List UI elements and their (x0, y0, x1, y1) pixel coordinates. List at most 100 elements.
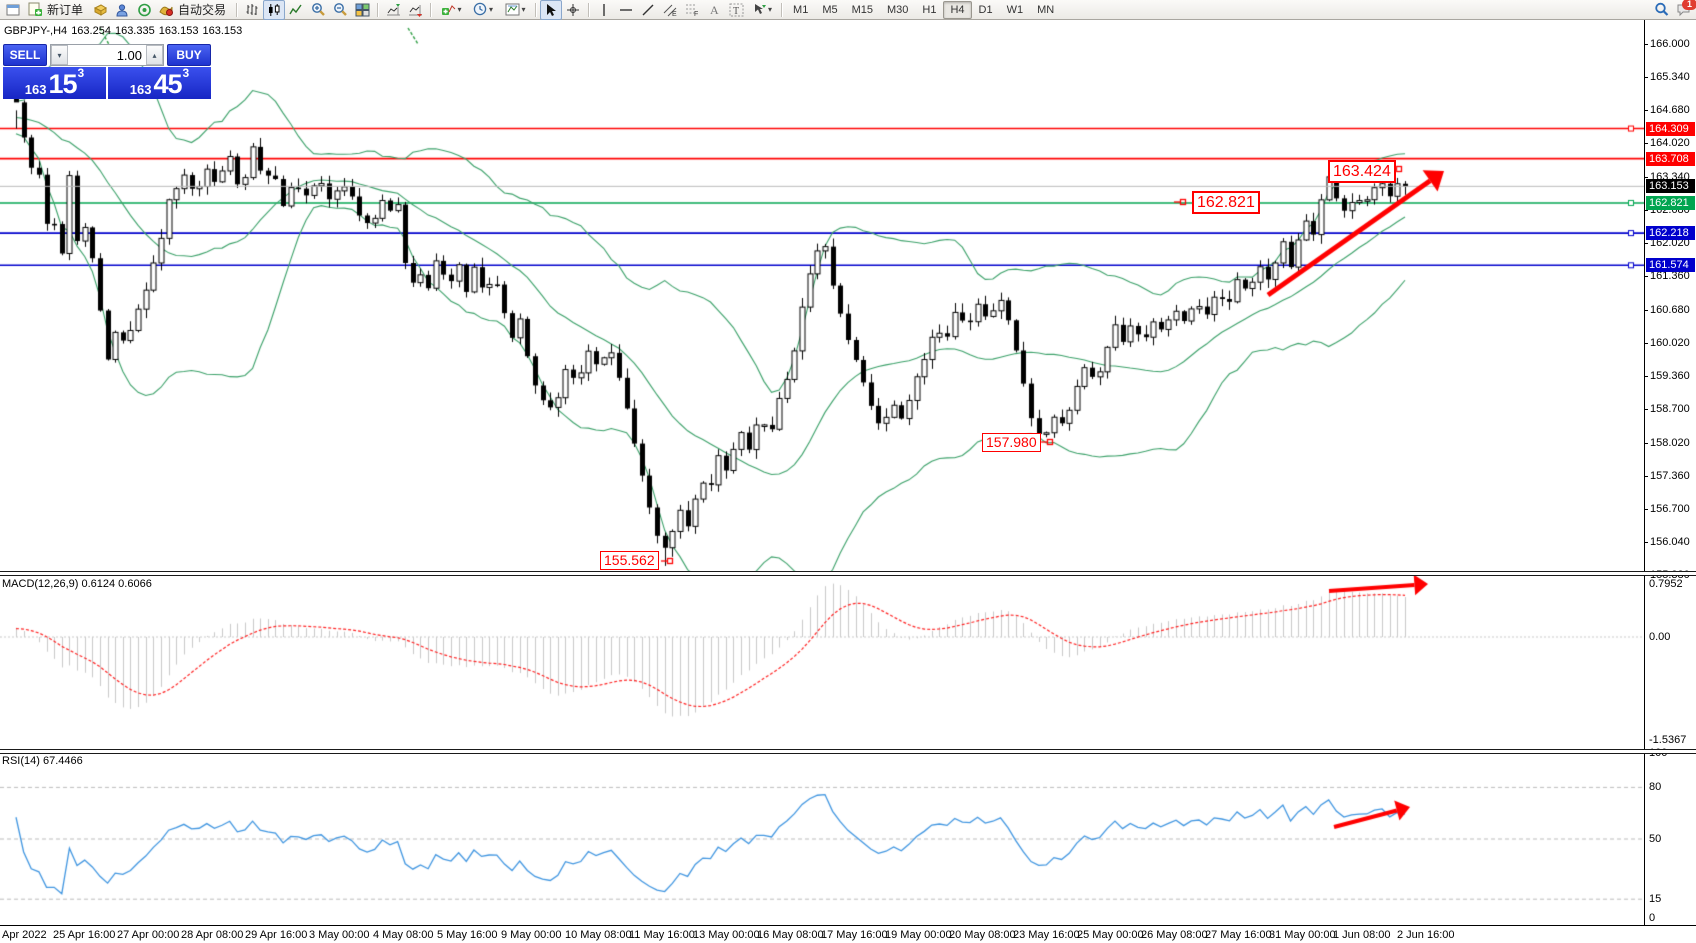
fibonacci-icon[interactable]: F (681, 0, 703, 20)
price-annotation[interactable]: 163.424 (1328, 160, 1396, 184)
macd-axis-label: 0.00 (1649, 631, 1671, 643)
buy-price-pips: 45 (153, 69, 182, 99)
buy-price-prefix: 163 (129, 82, 152, 97)
time-axis-label: 19 May 00:00 (885, 929, 952, 941)
quote-open: 163.254 (71, 25, 111, 37)
time-axis-label: 27 Apr 00:00 (117, 929, 180, 941)
sell-price-point: 3 (77, 66, 85, 80)
cursor-icon[interactable] (540, 0, 563, 20)
quote-low: 163.153 (158, 25, 199, 37)
timeframe-m1[interactable]: M1 (793, 3, 809, 16)
timeframe-m15[interactable]: M15 (851, 3, 873, 16)
chart-window-icon[interactable] (2, 0, 24, 20)
price-line-label: 162.821 (1646, 195, 1695, 210)
auto-trading-label[interactable]: 自动交易 (178, 3, 227, 17)
indicators-icon[interactable]: ▾ (435, 0, 467, 20)
candlestick-chart-icon[interactable] (263, 0, 286, 20)
trendline-icon[interactable] (637, 0, 659, 20)
time-axis-label: 5 May 16:00 (437, 929, 498, 941)
sell-price-pips: 15 (48, 69, 77, 99)
zoom-out-icon[interactable] (329, 0, 351, 20)
periods-icon[interactable]: ▾ (467, 0, 499, 20)
price-tick-label: 166.000 (1650, 38, 1690, 50)
toolbar-separator (236, 2, 238, 17)
timeframe-mn[interactable]: MN (1037, 3, 1055, 16)
timeframe-m30[interactable]: M30 (887, 3, 909, 16)
time-axis-label: 25 Apr 16:00 (53, 929, 116, 941)
volume-decrease-button[interactable]: ▾ (51, 45, 68, 65)
svg-text:F: F (694, 11, 698, 17)
time-axis-label: 20 May 08:00 (949, 929, 1016, 941)
volume-input[interactable] (68, 45, 146, 65)
sell-price-display[interactable]: 163 15 3 (3, 67, 106, 99)
rsi-axis-label: 15 (1649, 893, 1662, 906)
price-tick-label: 158.700 (1650, 403, 1690, 415)
volume-increase-button[interactable]: ▴ (146, 45, 163, 65)
new-order-label[interactable]: 新订单 (47, 3, 84, 17)
macd-label: MACD(12,26,9) 0.6124 0.6066 (2, 578, 152, 590)
horizontal-line-icon[interactable] (615, 0, 637, 20)
pane-divider-rsi[interactable] (0, 749, 1696, 754)
svg-text:A: A (710, 3, 719, 16)
price-tick-label: 164.680 (1650, 104, 1690, 116)
timeframe-d1[interactable]: D1 (978, 3, 993, 16)
client-terminal-icon[interactable] (111, 0, 133, 20)
search-icon[interactable] (1650, 0, 1672, 20)
equidistant-channel-icon[interactable]: E (659, 0, 681, 20)
gold-box-icon[interactable] (89, 0, 111, 20)
buy-price-display[interactable]: 163 45 3 (108, 67, 211, 99)
auto-scroll-icon[interactable] (404, 0, 426, 20)
chart-canvas[interactable] (0, 20, 1644, 925)
new-order-icon[interactable] (24, 0, 46, 20)
timeframe-h4[interactable]: H4 (943, 0, 972, 19)
sell-button[interactable]: SELL (3, 44, 47, 66)
time-axis-label: 28 Apr 08:00 (181, 929, 244, 941)
time-axis-label: 25 May 00:00 (1077, 929, 1144, 941)
time-axis-label: 3 May 00:00 (309, 929, 370, 941)
notification-badge: 1 (1682, 0, 1696, 10)
price-annotation[interactable]: 157.980 (982, 433, 1041, 452)
timeframe-h1[interactable]: H1 (922, 3, 937, 16)
time-axis-label: 16 May 08:00 (757, 929, 824, 941)
price-annotation[interactable]: 155.562 (600, 551, 659, 570)
price-tick-label: 161.360 (1650, 270, 1690, 282)
toolbar-separator (535, 2, 537, 17)
notifications-icon[interactable]: 1 (1672, 0, 1696, 20)
auto-trading-icon[interactable] (155, 0, 177, 20)
time-axis-label: 17 May 16:00 (821, 929, 888, 941)
buy-button[interactable]: BUY (167, 44, 211, 66)
pane-divider-macd[interactable] (0, 571, 1696, 576)
crosshair-icon[interactable] (562, 0, 584, 20)
shift-chart-icon[interactable] (382, 0, 404, 20)
rsi-label: RSI(14) 67.4466 (2, 755, 83, 767)
timeframe-w1[interactable]: W1 (1006, 3, 1024, 16)
toolbar-separator (781, 2, 783, 17)
rsi-axis-label: 0 (1649, 912, 1656, 924)
quote-close: 163.153 (202, 25, 243, 37)
macd-axis-label: -1.5367 (1649, 733, 1687, 746)
time-axis-label: 13 May 00:00 (693, 929, 760, 941)
price-line-label: 161.574 (1646, 258, 1695, 273)
chart-window: GBPJPY-,H4 163.254 163.335 163.153 163.153 S… (0, 20, 1696, 943)
vertical-line-icon[interactable] (593, 0, 615, 20)
line-chart-icon[interactable] (285, 0, 307, 20)
symbol-period: GBPJPY-,H4 (4, 25, 68, 37)
time-axis-label: Apr 2022 (2, 929, 47, 941)
tile-windows-icon[interactable] (351, 0, 373, 20)
volume-spinner: ▾ ▴ (50, 44, 164, 66)
bar-chart-icon[interactable] (241, 0, 263, 20)
macd-axis-label: 0.7952 (1649, 577, 1683, 590)
price-line-label: 163.708 (1646, 151, 1695, 166)
time-axis-label: 29 Apr 16:00 (245, 929, 308, 941)
text-icon[interactable]: A (703, 0, 725, 20)
price-annotation[interactable]: 162.821 (1192, 191, 1260, 215)
arrow-objects-icon[interactable]: ▾ (747, 0, 777, 20)
toolbar-separator (430, 2, 432, 17)
signal-icon[interactable] (133, 0, 155, 20)
templates-icon[interactable]: ▾ (499, 0, 531, 20)
timeframe-m5[interactable]: M5 (822, 3, 838, 16)
text-label-icon[interactable]: T (725, 0, 747, 20)
zoom-in-icon[interactable] (307, 0, 329, 20)
